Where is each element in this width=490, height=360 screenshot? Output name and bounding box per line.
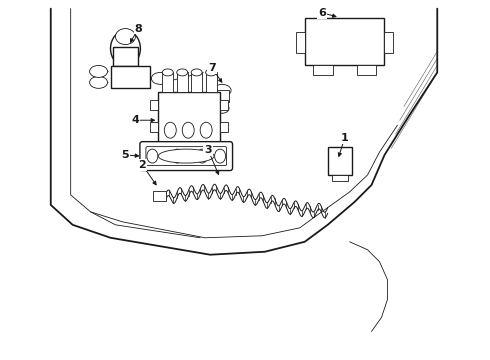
- Ellipse shape: [151, 72, 169, 84]
- FancyBboxPatch shape: [220, 100, 228, 110]
- FancyBboxPatch shape: [220, 122, 228, 132]
- FancyBboxPatch shape: [150, 122, 158, 132]
- Text: 7: 7: [208, 63, 216, 73]
- FancyBboxPatch shape: [191, 72, 202, 92]
- FancyBboxPatch shape: [153, 191, 166, 201]
- Text: 2: 2: [139, 160, 147, 170]
- Ellipse shape: [191, 69, 202, 76]
- Ellipse shape: [158, 149, 214, 163]
- Ellipse shape: [196, 149, 208, 163]
- FancyBboxPatch shape: [296, 32, 305, 54]
- Ellipse shape: [90, 76, 107, 88]
- FancyBboxPatch shape: [313, 66, 333, 75]
- Ellipse shape: [215, 103, 229, 113]
- FancyBboxPatch shape: [328, 147, 352, 175]
- FancyBboxPatch shape: [385, 32, 393, 54]
- FancyBboxPatch shape: [158, 92, 220, 142]
- Text: 3: 3: [204, 145, 212, 155]
- Ellipse shape: [147, 149, 158, 163]
- Ellipse shape: [162, 69, 173, 76]
- Ellipse shape: [172, 149, 183, 163]
- FancyBboxPatch shape: [357, 66, 376, 75]
- FancyBboxPatch shape: [162, 72, 173, 92]
- FancyBboxPatch shape: [206, 72, 217, 92]
- Text: 8: 8: [135, 24, 142, 33]
- FancyBboxPatch shape: [140, 141, 233, 171]
- Text: 6: 6: [318, 8, 326, 18]
- FancyBboxPatch shape: [215, 90, 229, 102]
- Ellipse shape: [116, 28, 135, 45]
- Ellipse shape: [90, 66, 107, 77]
- Ellipse shape: [182, 122, 194, 138]
- Ellipse shape: [200, 122, 212, 138]
- Text: 1: 1: [341, 133, 348, 143]
- Ellipse shape: [111, 31, 141, 67]
- FancyBboxPatch shape: [113, 46, 138, 67]
- Ellipse shape: [213, 84, 231, 96]
- Ellipse shape: [215, 149, 225, 163]
- FancyBboxPatch shape: [305, 18, 385, 66]
- FancyBboxPatch shape: [150, 100, 158, 110]
- Ellipse shape: [206, 69, 217, 76]
- Ellipse shape: [164, 122, 176, 138]
- Text: 5: 5: [122, 150, 129, 160]
- FancyBboxPatch shape: [332, 175, 347, 181]
- FancyBboxPatch shape: [146, 147, 226, 166]
- Text: 4: 4: [131, 115, 139, 125]
- FancyBboxPatch shape: [177, 72, 188, 92]
- Ellipse shape: [177, 69, 188, 76]
- FancyBboxPatch shape: [111, 67, 150, 88]
